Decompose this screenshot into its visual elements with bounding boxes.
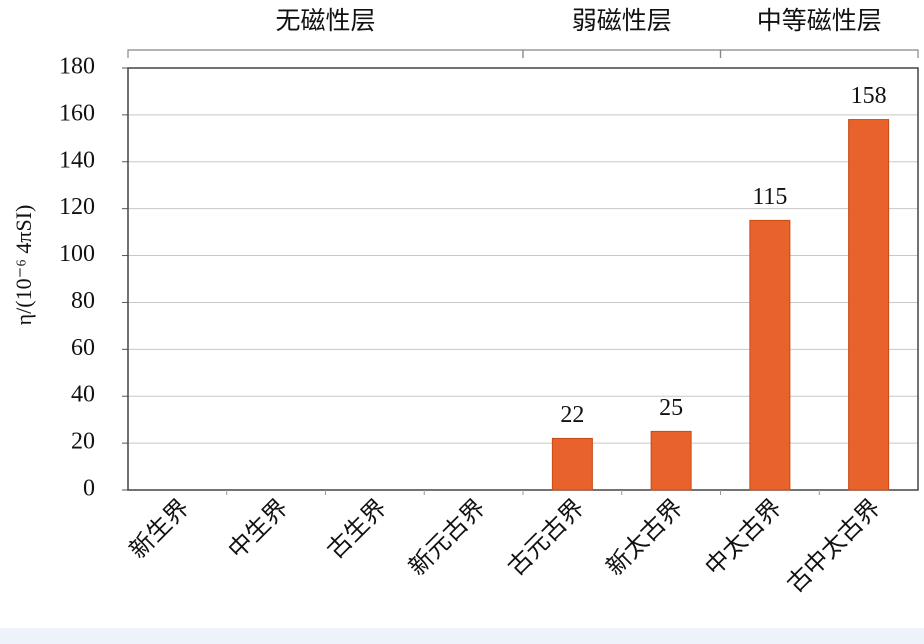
y-tick-label: 100 — [59, 241, 95, 267]
x-tick-label: 中生界 — [223, 493, 294, 564]
bar — [749, 219, 791, 491]
group-bracket — [522, 49, 722, 58]
y-axis-label: η/(10⁻⁶ 4πSI) — [11, 205, 36, 326]
y-tick-label: 0 — [83, 476, 95, 502]
y-tick-label: 120 — [59, 194, 95, 220]
x-tick-label: 新元古界 — [403, 493, 491, 581]
group-label: 中等磁性层 — [757, 6, 882, 35]
y-tick-label: 160 — [59, 100, 95, 126]
group-bracket — [127, 49, 524, 58]
x-tick-label: 中太古界 — [699, 493, 787, 581]
group-bracket — [719, 49, 919, 58]
y-tick-label: 140 — [59, 147, 95, 173]
x-tick-label: 古元古界 — [502, 493, 590, 581]
y-tick-label: 40 — [71, 382, 95, 408]
x-tick-label: 新生界 — [124, 493, 195, 564]
bar — [848, 119, 890, 491]
x-tick-label: 古中太古界 — [781, 493, 886, 598]
data-label: 22 — [560, 402, 584, 428]
group-label: 弱磁性层 — [572, 6, 672, 35]
bar — [650, 430, 692, 491]
data-label: 115 — [752, 184, 787, 210]
data-label: 158 — [851, 83, 887, 109]
y-tick-label: 180 — [59, 54, 95, 80]
group-label: 无磁性层 — [275, 6, 375, 35]
y-tick-label: 60 — [71, 335, 95, 361]
x-tick-label: 古生界 — [321, 493, 392, 564]
y-tick-label: 20 — [71, 429, 95, 455]
x-tick-label: 新太古界 — [601, 493, 689, 581]
footer-strip — [0, 628, 924, 644]
data-label: 25 — [659, 395, 683, 421]
bar — [551, 437, 593, 491]
y-tick-label: 80 — [71, 288, 95, 314]
plot-frame — [127, 67, 919, 491]
